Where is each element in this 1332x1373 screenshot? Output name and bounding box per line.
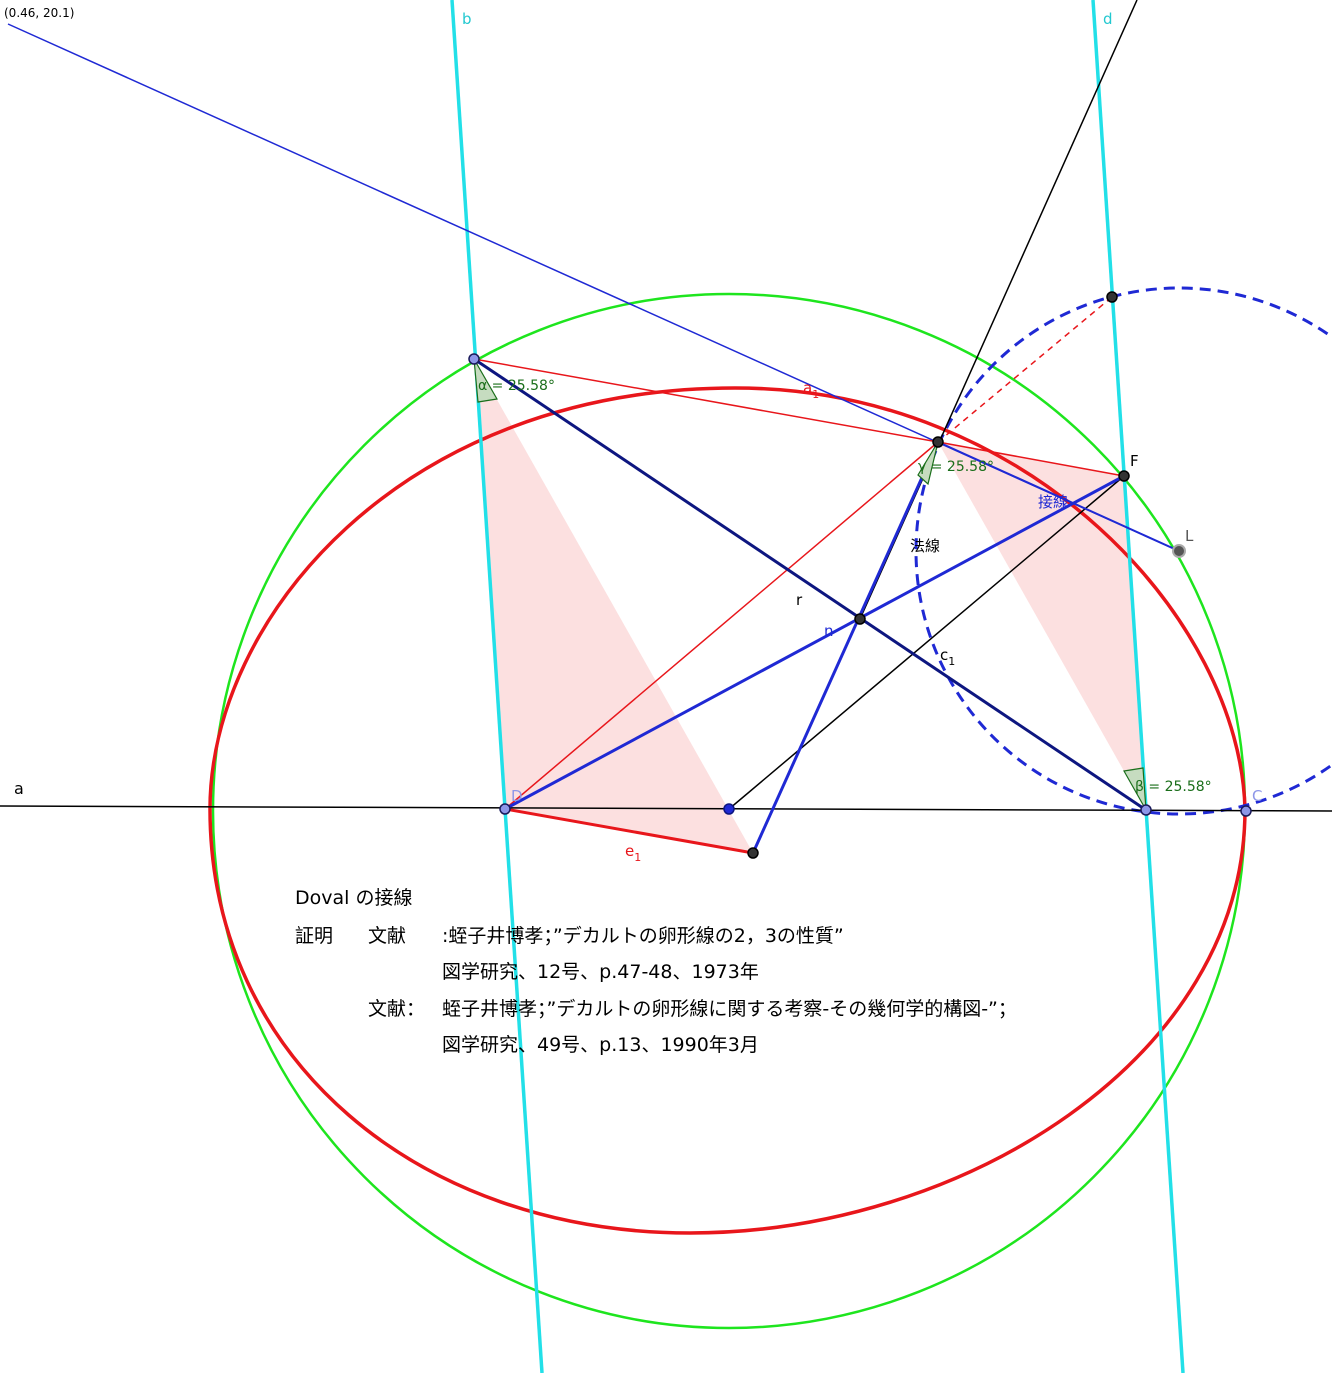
label-c1: c1 xyxy=(940,646,955,668)
line-b[interactable] xyxy=(450,0,544,1373)
label-normal: 法線 xyxy=(910,537,940,555)
segment-to-F[interactable] xyxy=(937,441,1125,477)
label-n: n xyxy=(824,622,834,640)
point-midpoint[interactable] xyxy=(723,803,735,815)
point-top-left[interactable] xyxy=(468,353,480,365)
label-point-C: C xyxy=(1252,787,1262,805)
point-beta-vertex[interactable] xyxy=(1140,804,1152,816)
angle-beta-label: β = 25.58° xyxy=(1135,779,1212,795)
shaded-triangle-right xyxy=(938,442,1146,810)
point-L[interactable] xyxy=(1172,544,1186,558)
red-dashed-extension xyxy=(937,296,1113,443)
point-P[interactable] xyxy=(932,436,944,448)
descartes-oval xyxy=(208,386,1247,1235)
caption-ref1-line2: 図学研究、12号、p.47-48、1973年 xyxy=(442,961,759,983)
point-e1-end[interactable] xyxy=(747,847,759,859)
segment-r-c1[interactable] xyxy=(473,357,1147,812)
label-point-F: F xyxy=(1130,452,1139,470)
label-point-L: L xyxy=(1185,527,1194,545)
point-top-dashed[interactable] xyxy=(1106,291,1118,303)
caption-ref1-line1: :蛭子井博孝；”デカルトの卵形線の2，3の性質” xyxy=(442,925,844,947)
segment-e1[interactable] xyxy=(504,807,754,855)
caption-ref1-label: 文献 xyxy=(368,925,407,947)
red-line-D-P[interactable] xyxy=(504,441,939,810)
point-F[interactable] xyxy=(1118,470,1130,482)
angle-beta-marker xyxy=(1123,767,1147,811)
caption-ref2-label: 文献： xyxy=(368,998,426,1020)
label-line-b: b xyxy=(462,10,472,28)
caption-ref2-line2: 図学研究、49号、p.13、1990年3月 xyxy=(442,1034,759,1056)
segment-a1[interactable] xyxy=(473,358,939,443)
label-e1: e1 xyxy=(625,842,641,864)
angle-gamma-label: γ = 25.58° xyxy=(918,459,994,475)
tangent-line[interactable] xyxy=(937,441,1180,552)
caption-proof-label: 証明 xyxy=(295,925,334,947)
angle-alpha-label: α = 25.58° xyxy=(478,378,555,394)
point-D[interactable] xyxy=(499,803,511,815)
angle-gamma-marker xyxy=(917,441,939,486)
caption-ref2-line1: 蛭子井博孝；”デカルトの卵形線に関する考察-その幾何学的構図-”； xyxy=(442,998,1017,1020)
line-d[interactable] xyxy=(1091,0,1185,1373)
black-segment-mid-F[interactable] xyxy=(728,475,1125,810)
label-a1: a1 xyxy=(803,379,819,401)
point-center[interactable] xyxy=(854,613,866,625)
label-line-d: d xyxy=(1103,10,1113,28)
shaded-triangle-left xyxy=(474,359,753,853)
normal-line[interactable] xyxy=(751,441,940,854)
label-line-a: a xyxy=(14,779,24,798)
label-tangent: 接線 xyxy=(1038,493,1068,511)
label-r: r xyxy=(796,591,803,609)
caption-title: Doval の接線 xyxy=(295,887,413,909)
label-point-D: D xyxy=(511,787,523,805)
point-C[interactable] xyxy=(1240,805,1252,817)
line-a[interactable] xyxy=(0,805,1332,812)
segment-n[interactable] xyxy=(504,474,1125,811)
angle-alpha-marker xyxy=(473,358,498,403)
coordinate-readout: (0.46, 20.1) xyxy=(4,6,74,20)
